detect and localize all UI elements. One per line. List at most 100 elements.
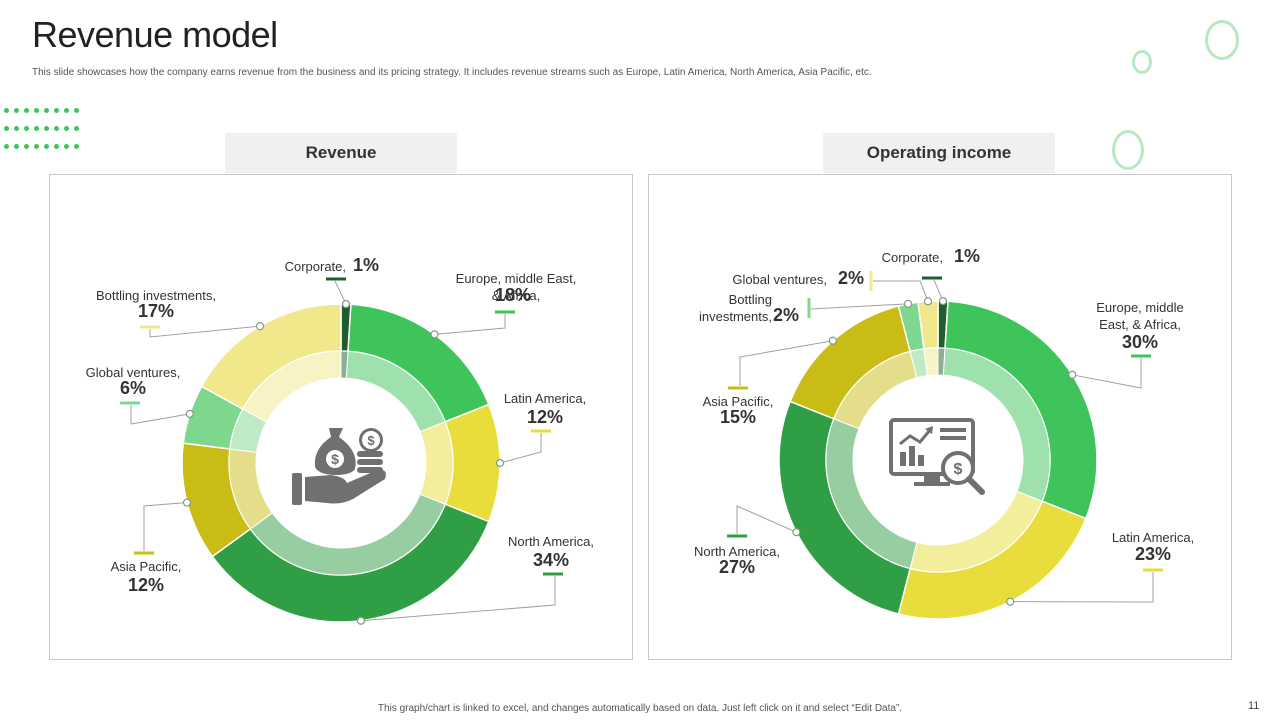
leader-line-europe-middle-east-africa xyxy=(434,314,506,335)
slice-label-line: Bottling xyxy=(729,292,772,307)
decorative-dot xyxy=(4,108,9,113)
slice-value-asia-pacific: 12% xyxy=(128,575,164,595)
decorative-ring xyxy=(1205,20,1239,60)
slice-label-line: North America, xyxy=(694,544,780,559)
slice-label-line: investments, xyxy=(699,309,772,324)
slice-label-line: Latin America, xyxy=(1112,530,1194,545)
slice-value-latin-america: 12% xyxy=(527,407,563,427)
decorative-dot xyxy=(74,108,79,113)
revenue-chart-panel: Corporate, 1% Europe, middle East, & Africa… xyxy=(49,174,633,660)
slice-label-europe-middle-east-africa: Europe, middle East, & Africa, xyxy=(456,271,577,303)
decorative-dot xyxy=(74,126,79,131)
slice-label-line: Europe, middle xyxy=(1096,300,1183,315)
slice-value-north-america: 34% xyxy=(533,550,569,570)
decorative-dot xyxy=(4,126,9,131)
decorative-dot xyxy=(34,126,39,131)
decorative-dot xyxy=(54,108,59,113)
decorative-dot xyxy=(4,144,9,149)
decorative-dot xyxy=(54,126,59,131)
slice-label-line: Asia Pacific, xyxy=(703,394,774,409)
decorative-dot xyxy=(24,108,29,113)
leader-dot-latin-america xyxy=(1006,597,1015,606)
leader-dot-asia-pacific xyxy=(828,336,837,345)
slice-label-line: Corporate, xyxy=(882,250,943,265)
slice-label-north-america: North America, xyxy=(508,534,594,549)
slice-label-latin-america: Latin America, xyxy=(504,391,586,406)
decorative-dot-grid xyxy=(4,108,84,156)
decorative-dot xyxy=(54,144,59,149)
leader-dot-europe-middle-east-africa xyxy=(1068,370,1077,379)
leader-dot-global-ventures xyxy=(185,409,194,418)
leader-line-asia-pacific xyxy=(143,502,188,551)
decorative-dot xyxy=(14,144,19,149)
slice-value-latin-america: 23% xyxy=(1135,544,1171,564)
decorative-dot xyxy=(64,126,69,131)
slice-label-asia-pacific: Asia Pacific, xyxy=(703,394,774,409)
decorative-dot xyxy=(44,126,49,131)
leader-line-latin-america xyxy=(1010,572,1154,603)
slice-label-line: Bottling investments, xyxy=(96,288,216,303)
slice-label-line: Europe, middle East, xyxy=(456,271,577,286)
slice-label-corporate: Corporate, xyxy=(882,250,943,265)
slice-label-asia-pacific: Asia Pacific, xyxy=(111,559,182,574)
slice-value-bottling-investments: 17% xyxy=(138,301,174,321)
slice-label-line: & Africa, xyxy=(492,288,540,303)
footnote: This graph/chart is linked to excel, and… xyxy=(377,703,903,714)
leader-dot-europe-middle-east-africa xyxy=(430,330,439,339)
leader-line-north-america xyxy=(360,576,556,622)
operating-income-chart-panel: Corporate, 1% Europe, middle East, & Africa… xyxy=(648,174,1232,660)
decorative-dot xyxy=(44,108,49,113)
slice-value-global-ventures: 2% xyxy=(838,268,864,288)
slice-label-corporate: Corporate, xyxy=(285,259,346,274)
leader-dot-corporate xyxy=(341,299,351,309)
svg-text:$: $ xyxy=(954,461,963,478)
slice-label-line: East, & Africa, xyxy=(1099,317,1181,332)
slice-label-north-america: North America, xyxy=(694,544,780,559)
decorative-dot xyxy=(64,108,69,113)
leader-line-north-america xyxy=(736,505,797,534)
decorative-dot xyxy=(34,108,39,113)
slice-value-bottling-investments: 2% xyxy=(773,305,799,325)
slice-label-line: Corporate, xyxy=(285,259,346,274)
page-title: Revenue model xyxy=(32,14,278,55)
slice-inner-global-ventures xyxy=(923,347,939,377)
money-bag-hand-icon: $$ xyxy=(292,428,386,505)
slice-label-global-ventures: Global ventures, xyxy=(732,272,827,287)
slice-value-europe-middle-east-africa: 18% xyxy=(495,285,531,305)
slice-label-line: North America, xyxy=(508,534,594,549)
slice-value-corporate: 1% xyxy=(353,255,379,275)
leader-dot-asia-pacific xyxy=(182,498,192,507)
leader-line-asia-pacific xyxy=(739,340,833,386)
decorative-ring xyxy=(1112,130,1144,170)
decorative-dot xyxy=(64,144,69,149)
slice-label-bottling-investments: Bottling investments, xyxy=(699,292,772,324)
leader-line-bottling-investments xyxy=(149,325,261,338)
decorative-dot xyxy=(14,126,19,131)
decorative-dot xyxy=(44,144,49,149)
leader-line-corporate xyxy=(334,280,347,305)
leader-dot-north-america xyxy=(356,616,366,625)
chart-title-operating-income: Operating income xyxy=(823,133,1055,173)
slice-inner-latin-america xyxy=(419,421,454,505)
leader-dot-global-ventures xyxy=(923,297,933,306)
decorative-dot xyxy=(14,108,19,113)
leader-line-global-ventures xyxy=(873,280,929,302)
slice-value-corporate: 1% xyxy=(954,246,980,266)
slice-value-global-ventures: 6% xyxy=(120,378,146,398)
slice-value-north-america: 27% xyxy=(719,557,755,577)
page-subtitle: This slide showcases how the company ear… xyxy=(32,67,872,78)
leader-dot-latin-america xyxy=(495,458,505,468)
leader-line-latin-america xyxy=(499,433,542,464)
slice-label-line: Global ventures, xyxy=(732,272,827,287)
leader-dot-north-america xyxy=(792,528,801,537)
leader-dot-bottling-investments xyxy=(255,322,265,331)
decorative-ring xyxy=(1132,50,1152,74)
leader-line-europe-middle-east-africa xyxy=(1072,358,1142,389)
leader-line-global-ventures xyxy=(130,405,190,425)
slice-label-latin-america: Latin America, xyxy=(1112,530,1194,545)
decorative-dot xyxy=(34,144,39,149)
analytics-monitor-icon: $ xyxy=(889,418,985,495)
decorative-dot xyxy=(24,144,29,149)
slice-label-europe-middle-east-africa: Europe, middle East, & Africa, xyxy=(1096,300,1183,332)
slice-value-asia-pacific: 15% xyxy=(720,407,756,427)
